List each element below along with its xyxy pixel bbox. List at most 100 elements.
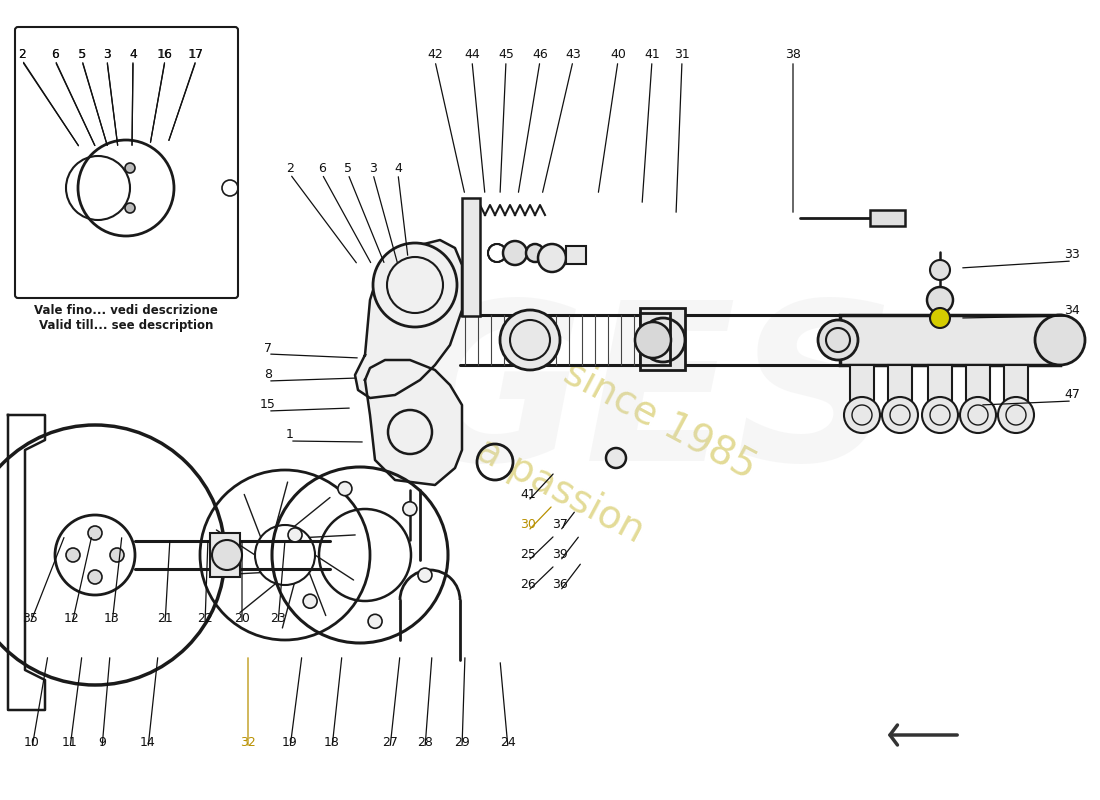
Text: 41: 41: [645, 49, 660, 62]
Text: 30: 30: [520, 518, 536, 531]
Text: a passion: a passion: [470, 430, 650, 550]
Text: Vale fino... vedi descrizione: Vale fino... vedi descrizione: [34, 303, 218, 317]
Text: 5: 5: [344, 162, 352, 174]
Text: 23: 23: [271, 611, 286, 625]
Circle shape: [927, 287, 953, 313]
Text: 14: 14: [140, 735, 156, 749]
Circle shape: [110, 548, 124, 562]
Text: 19: 19: [282, 735, 298, 749]
Text: 37: 37: [552, 518, 568, 531]
Text: Valid till... see description: Valid till... see description: [39, 318, 213, 331]
Text: 43: 43: [565, 49, 581, 62]
Text: 10: 10: [24, 735, 40, 749]
Text: 5: 5: [78, 49, 86, 62]
Bar: [1004, 365, 1028, 407]
Text: 16: 16: [157, 49, 173, 62]
Text: 5: 5: [78, 49, 86, 62]
Text: 26: 26: [520, 578, 536, 591]
Text: 39: 39: [552, 549, 568, 562]
Circle shape: [304, 594, 317, 608]
Text: 17: 17: [188, 49, 204, 62]
Circle shape: [606, 448, 626, 468]
Circle shape: [66, 548, 80, 562]
Text: 13: 13: [104, 611, 120, 625]
Circle shape: [818, 320, 858, 360]
Text: 29: 29: [454, 735, 470, 749]
Text: 21: 21: [157, 611, 173, 625]
Text: 3: 3: [103, 49, 111, 62]
Circle shape: [882, 397, 918, 433]
Text: 17: 17: [188, 49, 204, 62]
Bar: [640, 313, 670, 365]
Circle shape: [500, 310, 560, 370]
Bar: [210, 533, 240, 577]
Text: 12: 12: [64, 611, 80, 625]
Bar: [850, 365, 875, 407]
Circle shape: [288, 528, 302, 542]
Text: 42: 42: [427, 49, 443, 62]
Circle shape: [373, 243, 456, 327]
Circle shape: [403, 502, 417, 516]
Text: 2: 2: [286, 162, 294, 174]
Bar: [870, 210, 905, 226]
Circle shape: [844, 397, 880, 433]
Text: 36: 36: [552, 578, 568, 591]
Circle shape: [1035, 315, 1085, 365]
Text: 18: 18: [324, 735, 340, 749]
Text: 34: 34: [1064, 303, 1080, 317]
Circle shape: [960, 397, 996, 433]
Circle shape: [922, 397, 958, 433]
Text: 27: 27: [382, 735, 398, 749]
Circle shape: [998, 397, 1034, 433]
Circle shape: [125, 163, 135, 173]
Text: 44: 44: [464, 49, 480, 62]
Circle shape: [368, 614, 382, 628]
Text: 4: 4: [394, 162, 402, 174]
Text: 41: 41: [520, 489, 536, 502]
Text: 8: 8: [264, 369, 272, 382]
Text: 3: 3: [370, 162, 377, 174]
Text: 4: 4: [129, 49, 136, 62]
Text: 3: 3: [103, 49, 111, 62]
Circle shape: [88, 526, 102, 540]
Circle shape: [212, 540, 242, 570]
Bar: [462, 198, 480, 316]
Text: 25: 25: [520, 549, 536, 562]
Bar: [840, 315, 1060, 365]
Bar: [928, 365, 952, 407]
Text: 11: 11: [62, 735, 78, 749]
Text: 38: 38: [785, 49, 801, 62]
Bar: [640, 308, 685, 370]
Text: 6: 6: [52, 49, 58, 62]
Text: 46: 46: [532, 49, 548, 62]
Text: 35: 35: [22, 611, 37, 625]
Circle shape: [125, 203, 135, 213]
Bar: [566, 246, 586, 264]
Text: 45: 45: [498, 49, 514, 62]
Text: 6: 6: [318, 162, 326, 174]
Text: 9: 9: [98, 735, 106, 749]
Text: 7: 7: [264, 342, 272, 354]
Text: 1: 1: [286, 429, 294, 442]
Circle shape: [503, 241, 527, 265]
Text: 20: 20: [234, 611, 250, 625]
Text: 2: 2: [19, 49, 25, 62]
Bar: [966, 365, 990, 407]
Text: since 1985: since 1985: [558, 354, 762, 486]
Text: 16: 16: [157, 49, 173, 62]
Polygon shape: [365, 360, 462, 485]
Text: 15: 15: [260, 398, 276, 411]
Circle shape: [930, 260, 950, 280]
Text: 2: 2: [18, 49, 26, 62]
Circle shape: [930, 308, 950, 328]
Polygon shape: [355, 240, 462, 398]
Circle shape: [538, 244, 566, 272]
Bar: [888, 365, 912, 407]
Circle shape: [88, 570, 102, 584]
Text: 28: 28: [417, 735, 433, 749]
Text: GES: GES: [403, 293, 898, 507]
Text: 4: 4: [130, 49, 136, 62]
Circle shape: [338, 482, 352, 496]
Text: 33: 33: [1064, 249, 1080, 262]
Text: 6: 6: [51, 49, 59, 62]
